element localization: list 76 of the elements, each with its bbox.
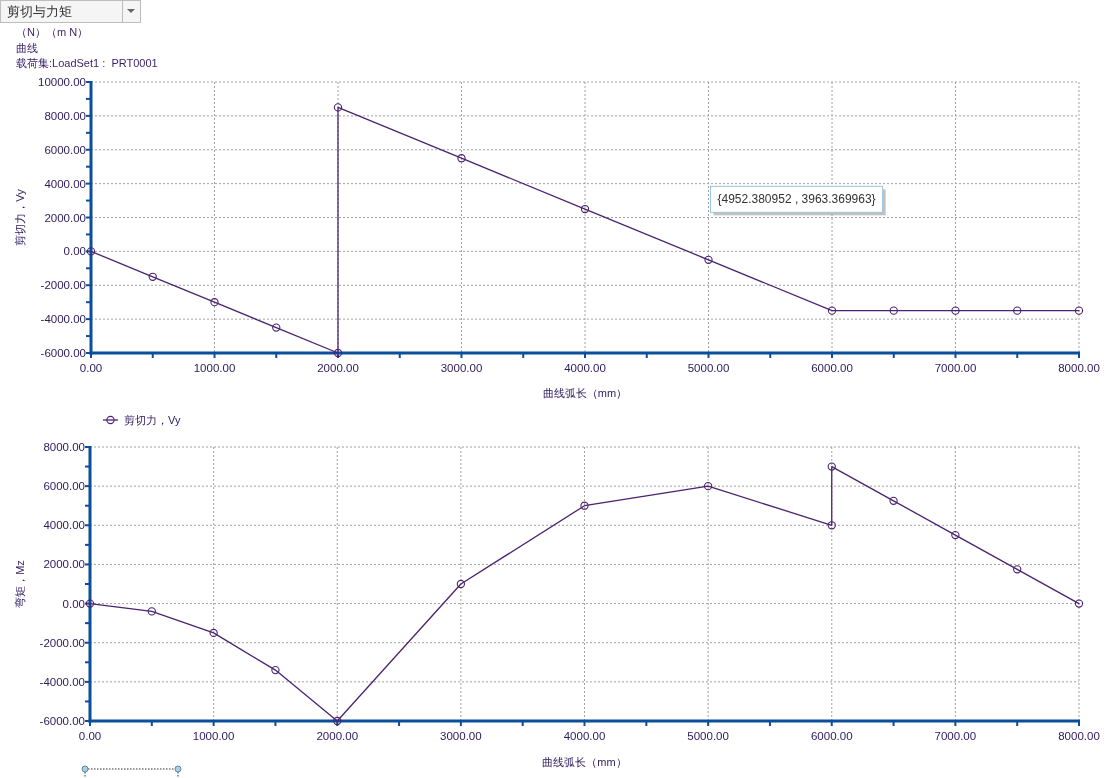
point (580, 501, 589, 510)
y-tick-label: 6000.00 (43, 480, 85, 493)
point (85, 599, 95, 608)
text: 曲线 (16, 41, 38, 54)
x-tick-label: 7000.00 (934, 730, 977, 742)
y-tick-label: -2000.00 (40, 279, 86, 292)
y-tick-label: 10000.00 (38, 76, 86, 88)
x-tick-label: 5000.00 (687, 362, 730, 374)
point (333, 103, 343, 112)
point (703, 481, 713, 491)
y-tick-label: 4000.00 (44, 177, 86, 190)
point (827, 462, 836, 471)
y-axis-title: 弯矩，Mz (14, 560, 26, 608)
point (148, 272, 157, 281)
point (333, 348, 343, 358)
x-tick-label: 7000.00 (934, 362, 977, 374)
point (889, 306, 898, 315)
x-tick-label: 0.00 (78, 730, 102, 742)
point (827, 521, 836, 530)
chart-title: 剪切与力矩 (7, 4, 72, 19)
y-tick-label: -4000.00 (39, 675, 85, 688)
x-axis-title: 曲线弧长（mm） (542, 387, 628, 399)
y-tick-label: -6000.00 (40, 347, 86, 359)
y-tick-label: 6000.00 (44, 143, 86, 156)
text: （N）（m N） (16, 26, 89, 38)
point (271, 665, 280, 675)
annotation: {4952.380952 , 3963.369963} (717, 192, 876, 207)
x-tick-label: 6000.00 (811, 362, 853, 374)
x-tick-label: 8000.00 (1058, 730, 1100, 742)
point (1013, 306, 1022, 315)
x-tick-label: 6000.00 (810, 730, 853, 742)
point (457, 154, 466, 163)
y-tick-label: 0.00 (63, 245, 86, 258)
point (272, 323, 281, 332)
y-tick-label: 4000.00 (43, 519, 85, 532)
x-tick-label: 2000.00 (316, 730, 359, 742)
x-tick-label: 4000.00 (563, 730, 606, 742)
y-tick-label: -6000.00 (39, 715, 85, 727)
point (1013, 565, 1022, 574)
x-tick-label: 2000.00 (317, 362, 359, 374)
x-axis-title: 曲线弧长（mm） (542, 756, 627, 768)
x-tick-label: 3000.00 (440, 362, 483, 374)
point (147, 607, 156, 616)
y-tick-label: -4000.00 (40, 313, 86, 326)
point (333, 716, 342, 726)
legend-label: 剪切力，Vy (124, 414, 181, 426)
x-tick-label: 0.00 (79, 362, 103, 374)
y-tick-label: 2000.00 (44, 211, 86, 224)
point (580, 204, 590, 214)
title-box: 剪切与力矩 (0, 0, 141, 23)
point (704, 255, 713, 264)
point (827, 306, 837, 315)
x-tick-label: 1000.00 (192, 730, 235, 742)
y-tick-label: 8000.00 (44, 109, 86, 122)
point (1074, 599, 1084, 608)
y-tick-label: 2000.00 (43, 558, 85, 571)
point (456, 579, 466, 589)
y-tick-label: -2000.00 (39, 636, 85, 649)
x-tick-label: 1000.00 (193, 362, 236, 374)
point (951, 530, 960, 540)
point (951, 306, 960, 315)
annotation: {4952.380952 , 3963.369963} (710, 185, 886, 216)
y-tick-label: 8000.00 (43, 441, 85, 453)
point (86, 247, 96, 256)
y-axis-title: 剪切力，Vy (14, 188, 26, 246)
x-tick-label: 5000.00 (687, 730, 729, 742)
text: 载荷集:LoadSet1 : PRT0001 (16, 57, 158, 69)
point (210, 298, 219, 307)
point (889, 496, 898, 505)
point (1074, 306, 1084, 315)
x-tick-label: 8000.00 (1058, 362, 1100, 374)
y-tick-label: 0.00 (62, 597, 85, 610)
x-tick-label: 4000.00 (564, 362, 606, 374)
x-tick-label: 3000.00 (440, 730, 482, 742)
point (209, 628, 218, 638)
legend: 剪切力，Vy (102, 414, 181, 426)
